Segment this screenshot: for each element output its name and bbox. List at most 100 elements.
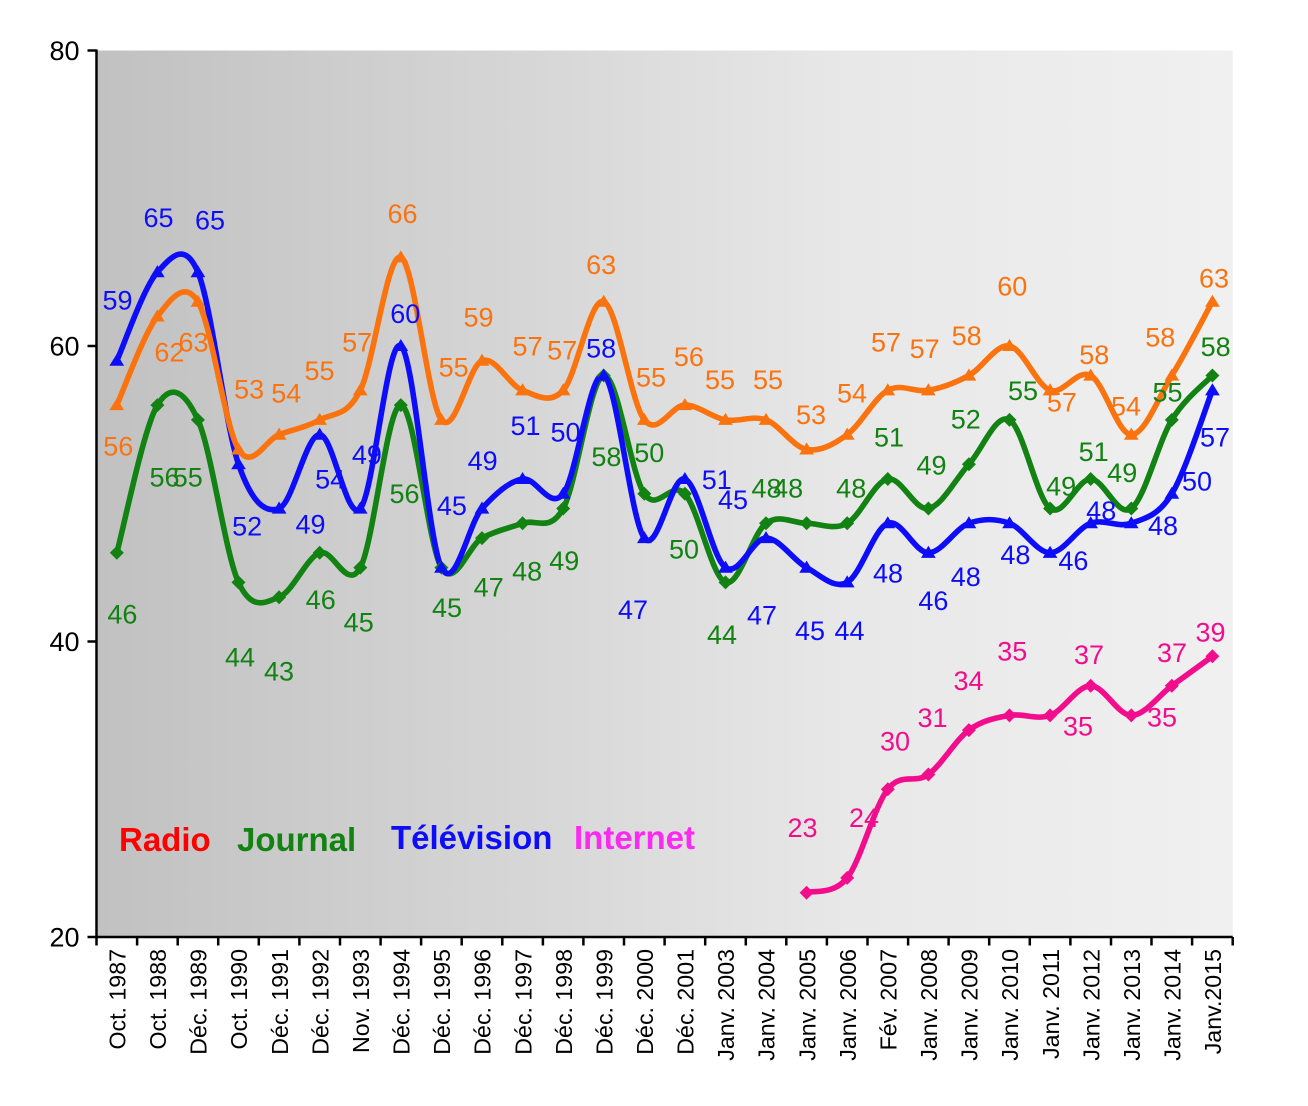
svg-text:47: 47: [747, 601, 777, 631]
svg-text:55: 55: [439, 353, 469, 383]
svg-text:53: 53: [796, 400, 826, 430]
svg-text:62: 62: [154, 338, 184, 368]
svg-text:48: 48: [773, 473, 803, 503]
svg-text:40: 40: [49, 627, 79, 657]
svg-text:60: 60: [390, 299, 420, 329]
svg-text:48: 48: [873, 559, 903, 589]
svg-text:57: 57: [342, 328, 372, 358]
svg-text:24: 24: [849, 803, 879, 833]
svg-text:Déc. 1991: Déc. 1991: [267, 949, 293, 1055]
svg-text:50: 50: [1182, 467, 1212, 497]
svg-text:56: 56: [389, 479, 419, 509]
svg-text:Déc. 1994: Déc. 1994: [389, 949, 415, 1055]
svg-text:44: 44: [834, 616, 864, 646]
svg-text:46: 46: [918, 586, 948, 616]
svg-text:Déc. 1995: Déc. 1995: [429, 949, 455, 1055]
svg-text:35: 35: [997, 636, 1027, 666]
svg-text:Janv. 2014: Janv. 2014: [1160, 949, 1186, 1061]
svg-text:Janv. 2013: Janv. 2013: [1119, 949, 1145, 1061]
svg-text:60: 60: [997, 272, 1027, 302]
svg-text:46: 46: [107, 599, 137, 629]
svg-text:Fév. 2007: Fév. 2007: [876, 949, 902, 1050]
svg-text:46: 46: [306, 585, 336, 615]
svg-text:Déc. 1992: Déc. 1992: [307, 949, 333, 1055]
svg-text:51: 51: [1079, 437, 1109, 467]
svg-text:49: 49: [1107, 458, 1137, 488]
svg-text:39: 39: [1195, 618, 1225, 648]
svg-text:Janv. 2008: Janv. 2008: [916, 949, 942, 1061]
svg-text:Déc. 1997: Déc. 1997: [510, 949, 536, 1055]
svg-text:55: 55: [1008, 376, 1038, 406]
svg-text:Janv. 2003: Janv. 2003: [713, 949, 739, 1061]
svg-text:48: 48: [751, 473, 781, 503]
svg-text:37: 37: [1074, 640, 1104, 670]
svg-text:Janv. 2011: Janv. 2011: [1038, 949, 1064, 1059]
svg-text:52: 52: [232, 512, 262, 542]
svg-text:48: 48: [1086, 496, 1116, 526]
svg-text:59: 59: [463, 303, 493, 333]
svg-text:57: 57: [910, 334, 940, 364]
svg-text:57: 57: [512, 332, 542, 362]
svg-text:65: 65: [143, 203, 173, 233]
svg-text:45: 45: [432, 593, 462, 623]
svg-text:Radio: Radio: [119, 821, 211, 858]
svg-text:46: 46: [1058, 546, 1088, 576]
svg-text:Janv. 2005: Janv. 2005: [794, 949, 820, 1061]
svg-text:49: 49: [916, 451, 946, 481]
svg-text:Janv. 2009: Janv. 2009: [957, 949, 983, 1061]
svg-text:51: 51: [702, 465, 732, 495]
svg-text:34: 34: [953, 666, 983, 696]
svg-text:Déc. 2001: Déc. 2001: [673, 949, 699, 1055]
svg-text:50: 50: [669, 535, 699, 565]
svg-text:51: 51: [510, 411, 540, 441]
svg-text:53: 53: [234, 375, 264, 405]
svg-text:54: 54: [837, 379, 867, 409]
svg-text:57: 57: [1200, 423, 1230, 453]
svg-text:Déc. 1996: Déc. 1996: [470, 949, 496, 1055]
svg-text:59: 59: [102, 285, 132, 315]
svg-text:55: 55: [304, 356, 334, 386]
svg-text:Déc. 1999: Déc. 1999: [591, 949, 617, 1055]
svg-text:48: 48: [1000, 540, 1030, 570]
svg-text:57: 57: [547, 336, 577, 366]
svg-text:49: 49: [468, 446, 498, 476]
svg-text:Janv. 2012: Janv. 2012: [1078, 949, 1104, 1061]
svg-text:58: 58: [586, 334, 616, 364]
svg-text:Déc. 2000: Déc. 2000: [632, 949, 658, 1055]
svg-text:57: 57: [871, 328, 901, 358]
svg-text:Déc. 1998: Déc. 1998: [551, 949, 577, 1055]
svg-text:55: 55: [173, 462, 203, 492]
svg-text:47: 47: [618, 595, 648, 625]
svg-text:Janv. 2004: Janv. 2004: [754, 949, 780, 1061]
svg-text:49: 49: [295, 509, 325, 539]
svg-text:63: 63: [586, 250, 616, 280]
svg-text:48: 48: [836, 473, 866, 503]
svg-text:Télévision: Télévision: [391, 819, 552, 856]
svg-text:52: 52: [951, 405, 981, 435]
svg-text:55: 55: [753, 365, 783, 395]
svg-text:58: 58: [952, 321, 982, 351]
svg-text:43: 43: [264, 657, 294, 687]
svg-text:63: 63: [1199, 264, 1229, 294]
svg-text:44: 44: [707, 620, 737, 650]
svg-text:56: 56: [674, 342, 704, 372]
svg-text:35: 35: [1147, 703, 1177, 733]
svg-text:35: 35: [1063, 712, 1093, 742]
svg-text:50: 50: [634, 438, 664, 468]
svg-text:58: 58: [1079, 340, 1109, 370]
svg-text:Oct. 1990: Oct. 1990: [226, 949, 252, 1050]
svg-text:50: 50: [550, 417, 580, 447]
svg-text:31: 31: [917, 703, 947, 733]
svg-text:Internet: Internet: [574, 819, 695, 856]
svg-text:65: 65: [195, 206, 225, 236]
svg-text:Nov. 1993: Nov. 1993: [348, 949, 374, 1053]
svg-text:Journal: Journal: [237, 821, 356, 858]
svg-text:58: 58: [591, 442, 621, 472]
svg-text:54: 54: [1111, 391, 1141, 421]
svg-text:Janv. 2006: Janv. 2006: [835, 949, 861, 1061]
svg-text:Janv. 2010: Janv. 2010: [997, 949, 1023, 1061]
svg-text:44: 44: [225, 643, 255, 673]
svg-text:23: 23: [787, 813, 817, 843]
svg-text:56: 56: [149, 462, 179, 492]
svg-text:Déc. 1989: Déc. 1989: [186, 949, 212, 1055]
